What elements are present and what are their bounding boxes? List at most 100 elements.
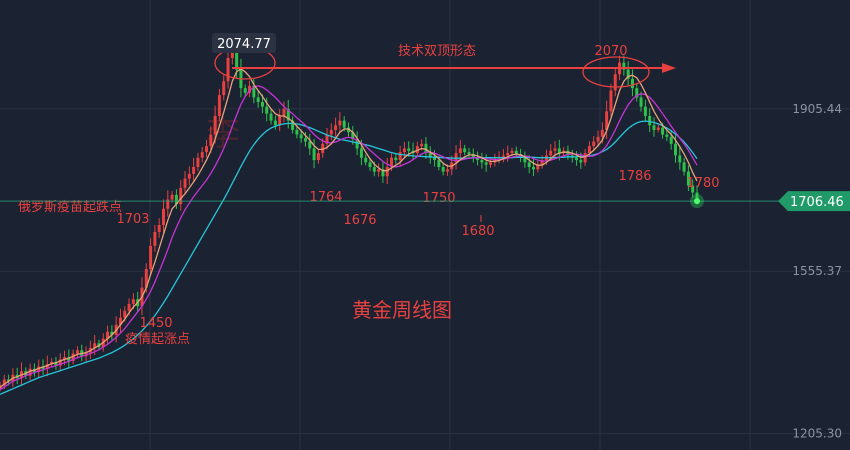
candle-body — [106, 331, 110, 339]
candle-body — [639, 97, 643, 107]
candle-body — [187, 173, 191, 179]
candle-body — [213, 115, 217, 135]
candle-body — [303, 138, 307, 142]
candle-body — [458, 148, 462, 154]
candle-body — [583, 153, 587, 163]
candle-body — [347, 127, 350, 133]
annotations: 技术双顶形态 2074.77 2070 俄罗斯疫苗起跌点 疫情起涨点 黄金周线图 — [18, 33, 676, 347]
candle-body — [157, 225, 161, 232]
candle-body — [420, 143, 424, 147]
candle-body — [398, 152, 402, 161]
candle-body — [71, 353, 75, 361]
candle-body — [476, 157, 480, 161]
candle-body — [161, 208, 165, 225]
candle-body — [325, 134, 329, 144]
candle-body — [291, 120, 295, 130]
y-tick-label: 1205.30 — [792, 427, 842, 441]
candle-body — [93, 343, 97, 348]
candle-body — [359, 148, 363, 158]
candle-body — [342, 120, 346, 128]
candle-body — [174, 194, 178, 205]
current-price-dot — [694, 198, 700, 205]
candle-body — [532, 167, 536, 170]
candle-body — [463, 148, 467, 153]
double-top-arrow-head — [662, 63, 676, 73]
candle-body — [226, 57, 230, 82]
current-price-label: 1706.46 — [790, 195, 844, 210]
candle-body — [682, 162, 686, 172]
candle-body — [364, 157, 368, 163]
chart-title: 黄金周线图 — [352, 298, 452, 322]
candle-body — [166, 199, 170, 209]
candle-body — [691, 185, 695, 193]
candle-body — [549, 150, 553, 156]
candle-body — [394, 157, 398, 161]
candle-body — [28, 368, 32, 376]
candle-body — [488, 162, 492, 165]
candle-body — [437, 160, 441, 168]
candle-body — [501, 155, 505, 157]
candle-body — [678, 155, 682, 163]
candle-body — [695, 192, 699, 199]
candle-body — [334, 125, 338, 130]
covid-label: 疫情起涨点 — [125, 331, 190, 347]
candle-body — [630, 78, 634, 89]
candle-body — [467, 152, 471, 155]
candle-body — [127, 303, 131, 311]
candle-body — [295, 129, 299, 135]
moving-averages — [0, 67, 698, 395]
candle-body — [377, 169, 381, 172]
candle-body — [673, 143, 677, 156]
candle-body — [471, 154, 475, 158]
candle-body — [149, 245, 153, 270]
candle-body — [235, 46, 239, 70]
candle-body — [390, 157, 394, 168]
candle-body — [648, 115, 652, 126]
candle-body — [316, 153, 320, 161]
candle-body — [506, 153, 510, 156]
candle-body — [118, 317, 122, 325]
candle-body — [652, 125, 656, 130]
candle-body — [407, 148, 411, 151]
candle-body — [278, 115, 282, 126]
candle-body — [656, 127, 660, 130]
candle-body — [299, 134, 303, 139]
candle-body — [75, 350, 79, 354]
candle-body — [665, 134, 669, 137]
candle-body — [338, 120, 342, 126]
candle-body — [385, 167, 389, 177]
candle-body — [45, 364, 49, 369]
y-tick-label: 1555.37 — [792, 264, 842, 278]
candle-body — [686, 171, 690, 186]
candle-body — [622, 62, 626, 70]
candle-body — [209, 134, 213, 147]
candle-body — [540, 160, 544, 165]
peak-2-label: 2070 — [594, 44, 627, 59]
level-label: 1764 — [309, 190, 342, 205]
candle-body — [445, 169, 449, 172]
candle-body — [269, 113, 273, 121]
ma5-line — [0, 67, 698, 388]
candle-body — [179, 187, 183, 205]
candle-body — [605, 111, 609, 130]
candle-body — [592, 141, 596, 147]
candle-body — [596, 136, 600, 142]
level-label: 1703 — [116, 212, 149, 227]
candle-body — [609, 90, 613, 112]
level-label: 1780 — [686, 176, 719, 191]
candle-body — [536, 164, 540, 170]
candle-body — [566, 150, 570, 156]
candle-body — [196, 157, 200, 168]
level-label: 1750 — [422, 191, 455, 206]
candle-body — [256, 97, 260, 103]
ma20-line — [0, 120, 698, 395]
candle-body — [37, 366, 41, 373]
candle-body — [144, 269, 148, 288]
candle-body — [480, 160, 484, 163]
candle-body — [575, 157, 579, 161]
double-top-label: 技术双顶形态 — [398, 44, 476, 59]
candle-body — [286, 109, 290, 121]
